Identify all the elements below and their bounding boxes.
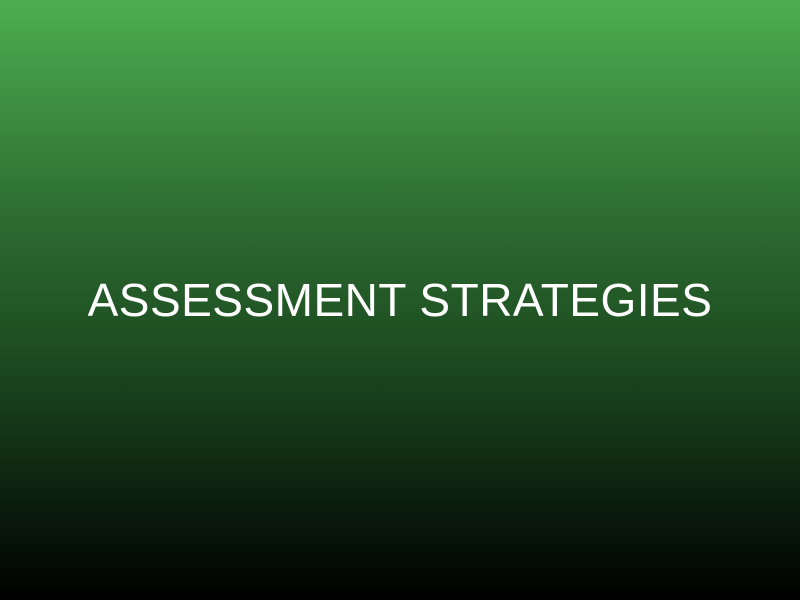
slide-title: ASSESSMENT STRATEGIES (87, 274, 713, 326)
